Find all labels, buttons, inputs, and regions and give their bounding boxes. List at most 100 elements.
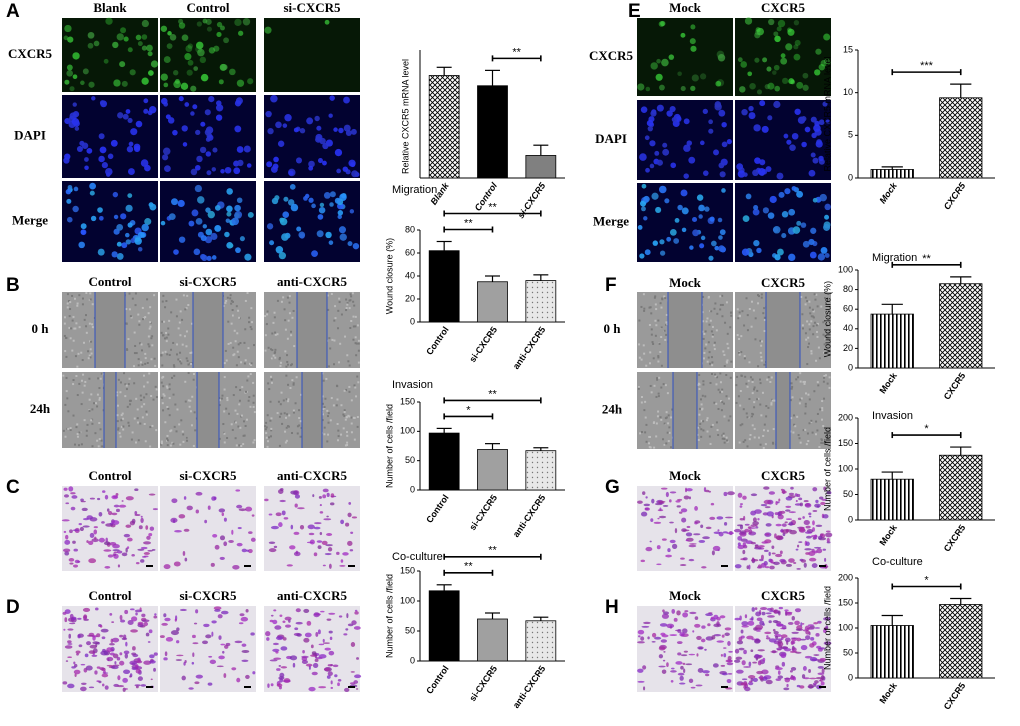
x-tick-label: si-CXCR5 <box>467 325 499 364</box>
row-label: Merge <box>12 212 48 227</box>
chart-title: Invasion <box>872 410 913 422</box>
panel-letter: A <box>6 1 20 22</box>
bar <box>477 85 508 179</box>
chart-title: Migration <box>872 252 917 264</box>
y-tick-label: 20 <box>405 293 415 303</box>
column-label: CXCR5 <box>761 468 806 483</box>
bar <box>939 97 983 179</box>
micrograph <box>62 95 158 178</box>
micrograph <box>264 372 360 448</box>
y-tick-label: 0 <box>410 316 415 326</box>
micrograph <box>160 292 256 368</box>
y-tick-label: 0 <box>848 362 853 372</box>
significance-label: ** <box>512 46 521 58</box>
bar <box>939 283 983 369</box>
row-label: 0 h <box>604 321 622 336</box>
y-tick-label: 150 <box>400 565 415 575</box>
micrograph <box>637 292 733 368</box>
y-tick-label: 0 <box>410 484 415 494</box>
significance-label: ** <box>464 217 473 229</box>
column-label: si-CXCR5 <box>283 0 341 15</box>
y-tick-label: 60 <box>405 247 415 257</box>
column-label: Control <box>88 274 131 289</box>
x-tick-label: Control <box>424 664 451 696</box>
y-tick-label: 60 <box>843 304 853 314</box>
micrograph <box>160 18 256 92</box>
column-label: Mock <box>669 588 702 603</box>
bar <box>428 250 460 323</box>
row-label: 0 h <box>32 321 50 336</box>
y-axis-label: Number of cells /field <box>822 586 832 670</box>
significance-label: ** <box>922 253 931 265</box>
y-tick-label: 50 <box>843 489 853 499</box>
micrograph <box>264 292 360 368</box>
y-tick-label: 20 <box>843 343 853 353</box>
y-tick-label: 15 <box>843 44 853 54</box>
chart-title: Co-culture <box>392 551 443 563</box>
micrograph <box>62 17 159 92</box>
significance-label: ** <box>488 201 497 213</box>
bar <box>477 618 508 662</box>
bar <box>525 620 557 662</box>
bar <box>428 590 460 662</box>
x-tick-label: anti-CXCR5 <box>511 664 548 710</box>
y-tick-label: 150 <box>838 438 853 448</box>
micrograph <box>62 181 158 262</box>
bar <box>870 478 914 521</box>
column-label: CXCR5 <box>761 588 806 603</box>
panel-letter: G <box>605 477 620 498</box>
micrograph <box>735 100 831 180</box>
y-tick-label: 10 <box>843 87 853 97</box>
y-tick-label: 50 <box>405 625 415 635</box>
x-tick-label: si-CXCR5 <box>467 493 499 532</box>
micrograph <box>62 292 158 368</box>
micrograph <box>62 372 158 448</box>
bar <box>477 449 508 491</box>
bar <box>428 75 460 179</box>
row-label: CXCR5 <box>589 48 634 63</box>
y-tick-label: 80 <box>843 284 853 294</box>
bar <box>428 432 460 491</box>
column-label: si-CXCR5 <box>179 468 237 483</box>
column-label: Control <box>88 468 131 483</box>
y-tick-label: 80 <box>405 224 415 234</box>
significance-label: * <box>924 574 929 586</box>
row-label: 24h <box>30 401 51 416</box>
chart-title: Co-culture <box>872 556 923 568</box>
x-tick-label: CXCR5 <box>942 681 968 712</box>
micrograph <box>264 181 360 262</box>
bar <box>525 280 557 323</box>
column-label: anti-CXCR5 <box>277 274 348 289</box>
y-axis-label: Wound closure (%) <box>384 238 394 314</box>
bar <box>870 625 914 679</box>
y-tick-label: 200 <box>838 412 853 422</box>
panel-letter: D <box>6 597 20 618</box>
panel-letter: B <box>6 275 20 296</box>
bar <box>477 281 508 323</box>
micrograph <box>264 18 360 92</box>
micrograph <box>160 95 256 178</box>
row-label: 24h <box>602 401 623 416</box>
y-axis-label: Wound closure (%) <box>822 281 832 357</box>
y-tick-label: 40 <box>843 323 853 333</box>
y-tick-label: 100 <box>838 264 853 274</box>
y-tick-label: 0 <box>848 172 853 182</box>
column-label: Blank <box>93 0 127 15</box>
micrograph <box>264 606 362 692</box>
micrograph <box>159 606 256 692</box>
y-tick-label: 50 <box>405 455 415 465</box>
x-tick-label: anti-CXCR5 <box>511 493 548 539</box>
column-label: CXCR5 <box>761 275 806 290</box>
micrograph <box>637 372 733 449</box>
x-tick-label: anti-CXCR5 <box>511 325 548 371</box>
y-tick-label: 100 <box>400 595 415 605</box>
panel-letter: C <box>6 477 20 498</box>
column-label: si-CXCR5 <box>179 588 237 603</box>
micrograph <box>733 486 833 571</box>
significance-label: * <box>924 423 929 435</box>
panel-letter: H <box>605 597 619 618</box>
y-axis-label: Number of cells /field <box>384 574 394 658</box>
micrograph <box>637 100 733 180</box>
y-tick-label: 0 <box>848 514 853 524</box>
